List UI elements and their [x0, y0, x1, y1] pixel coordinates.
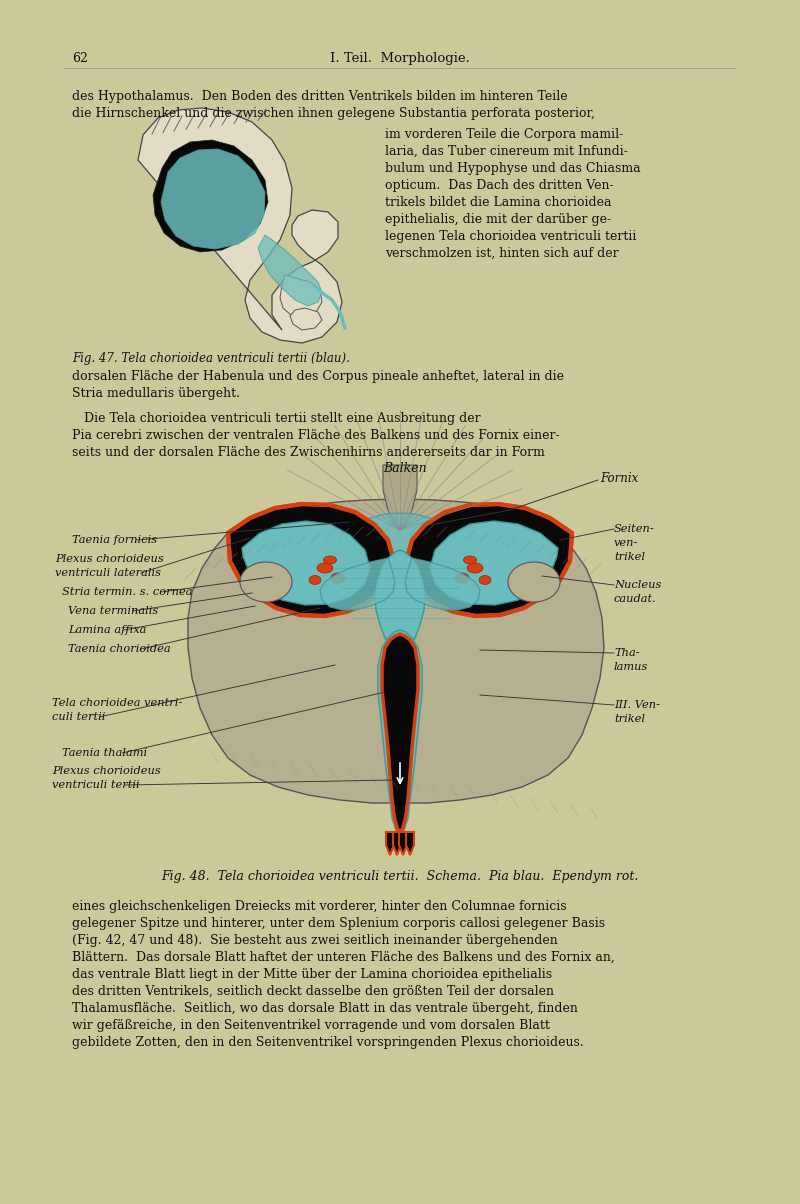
Text: Blättern.  Das dorsale Blatt haftet der unteren Fläche des Balkens und des Forni: Blättern. Das dorsale Blatt haftet der u…: [72, 951, 614, 964]
Ellipse shape: [545, 590, 547, 592]
Polygon shape: [378, 630, 422, 834]
Polygon shape: [138, 108, 342, 343]
Ellipse shape: [309, 576, 321, 584]
Text: dorsalen Fläche der Habenula und des Corpus pineale anheftet, lateral in die: dorsalen Fläche der Habenula und des Cor…: [72, 370, 564, 383]
Ellipse shape: [323, 556, 337, 563]
Text: Nucleus: Nucleus: [614, 580, 662, 590]
Text: trikels bildet die Lamina chorioidea: trikels bildet die Lamina chorioidea: [385, 196, 611, 209]
Text: I. Teil.  Morphologie.: I. Teil. Morphologie.: [330, 52, 470, 65]
Polygon shape: [228, 504, 393, 616]
Text: Balken: Balken: [383, 462, 427, 476]
Ellipse shape: [253, 590, 255, 592]
Text: Lamina affixa: Lamina affixa: [68, 625, 146, 635]
Text: Tela chorioidea ventri-: Tela chorioidea ventri-: [52, 698, 182, 708]
Text: trikel: trikel: [614, 551, 645, 562]
Polygon shape: [382, 635, 418, 832]
Text: Tha-: Tha-: [614, 648, 640, 659]
Polygon shape: [242, 521, 370, 604]
Text: eines gleichschenkeligen Dreiecks mit vorderer, hinter den Columnae fornicis: eines gleichschenkeligen Dreiecks mit vo…: [72, 901, 566, 913]
Ellipse shape: [240, 562, 292, 602]
Polygon shape: [399, 832, 407, 855]
Text: das ventrale Blatt liegt in der Mitte über der Lamina chorioidea epithelialis: das ventrale Blatt liegt in der Mitte üb…: [72, 968, 552, 981]
Text: Stria termin. s. cornea: Stria termin. s. cornea: [62, 588, 193, 597]
Text: ventriculi tertii: ventriculi tertii: [52, 780, 140, 790]
Text: im vorderen Teile die Corpora mamil-: im vorderen Teile die Corpora mamil-: [385, 128, 623, 141]
Text: Die Tela chorioidea ventriculi tertii stellt eine Ausbreitung der: Die Tela chorioidea ventriculi tertii st…: [72, 412, 481, 425]
Text: Stria medullaris übergeht.: Stria medullaris übergeht.: [72, 386, 240, 400]
Text: des dritten Ventrikels, seitlich deckt dasselbe den größten Teil der dorsalen: des dritten Ventrikels, seitlich deckt d…: [72, 985, 554, 998]
Text: wir gefäßreiche, in den Seitenventrikel vorragende und vom dorsalen Blatt: wir gefäßreiche, in den Seitenventrikel …: [72, 1019, 550, 1032]
Ellipse shape: [331, 573, 345, 583]
Text: Plexus chorioideus: Plexus chorioideus: [55, 554, 164, 563]
Polygon shape: [406, 832, 414, 855]
Text: trikel: trikel: [614, 714, 645, 724]
Text: die Hirnschenkel und die zwischen ihnen gelegene Substantia perforata posterior,: die Hirnschenkel und die zwischen ihnen …: [72, 107, 595, 120]
Polygon shape: [375, 550, 425, 655]
Text: Fig. 47. Tela chorioidea ventriculi tertii (blau).: Fig. 47. Tela chorioidea ventriculi tert…: [72, 352, 350, 365]
Text: III. Ven-: III. Ven-: [614, 700, 660, 710]
Text: Thalamusfläche.  Seitlich, wo das dorsale Blatt in das ventrale übergeht, finden: Thalamusfläche. Seitlich, wo das dorsale…: [72, 1002, 578, 1015]
Polygon shape: [383, 465, 417, 530]
Text: des Hypothalamus.  Den Boden des dritten Ventrikels bilden im hinteren Teile: des Hypothalamus. Den Boden des dritten …: [72, 90, 568, 104]
Text: Taenia chorioidea: Taenia chorioidea: [68, 644, 170, 654]
Polygon shape: [430, 521, 558, 604]
Text: seits und der dorsalen Fläche des Zwischenhirns andererseits dar in Form: seits und der dorsalen Fläche des Zwisch…: [72, 445, 545, 459]
Ellipse shape: [463, 556, 477, 563]
Ellipse shape: [317, 563, 333, 573]
Text: lamus: lamus: [614, 662, 648, 672]
Text: ven-: ven-: [614, 538, 638, 548]
Text: opticum.  Das Dach des dritten Ven-: opticum. Das Dach des dritten Ven-: [385, 179, 614, 191]
Text: Vena terminalis: Vena terminalis: [68, 606, 158, 616]
Polygon shape: [405, 557, 480, 610]
Polygon shape: [386, 832, 394, 855]
Text: Taenia thalami: Taenia thalami: [62, 748, 147, 759]
Text: 62: 62: [72, 52, 88, 65]
Polygon shape: [280, 275, 322, 318]
Polygon shape: [188, 498, 604, 803]
Text: caudat.: caudat.: [614, 594, 657, 604]
Polygon shape: [153, 140, 268, 252]
Text: Plexus chorioideus: Plexus chorioideus: [52, 766, 161, 777]
Polygon shape: [161, 149, 265, 249]
Text: Taenia fornicis: Taenia fornicis: [72, 535, 157, 545]
Polygon shape: [382, 635, 418, 832]
Text: gelegener Spitze und hinterer, unter dem Splenium corporis callosi gelegener Bas: gelegener Spitze und hinterer, unter dem…: [72, 917, 605, 929]
Text: Fornix: Fornix: [600, 472, 638, 485]
Text: Seiten-: Seiten-: [614, 524, 654, 535]
Text: laria, das Tuber cinereum mit Infundi-: laria, das Tuber cinereum mit Infundi-: [385, 144, 628, 158]
Polygon shape: [407, 504, 572, 616]
Polygon shape: [355, 513, 445, 557]
Text: epithelialis, die mit der darüber ge-: epithelialis, die mit der darüber ge-: [385, 213, 611, 226]
Polygon shape: [320, 557, 395, 610]
Ellipse shape: [479, 576, 491, 584]
Text: verschmolzen ist, hinten sich auf der: verschmolzen ist, hinten sich auf der: [385, 247, 618, 260]
Text: Fig. 48.  Tela chorioidea ventriculi tertii.  Schema.  Pia blau.  Ependym rot.: Fig. 48. Tela chorioidea ventriculi tert…: [162, 870, 638, 883]
Text: culi tertii: culi tertii: [52, 712, 106, 722]
Text: ventriculi lateralis: ventriculi lateralis: [55, 568, 161, 578]
Polygon shape: [393, 832, 401, 855]
Text: gebildete Zotten, den in den Seitenventrikel vorspringenden Plexus chorioideus.: gebildete Zotten, den in den Seitenventr…: [72, 1035, 584, 1049]
Polygon shape: [290, 308, 322, 330]
Text: bulum und Hypophyse und das Chiasma: bulum und Hypophyse und das Chiasma: [385, 163, 641, 175]
Text: Pia cerebri zwischen der ventralen Fläche des Balkens und des Fornix einer-: Pia cerebri zwischen der ventralen Fläch…: [72, 429, 560, 442]
Ellipse shape: [455, 573, 469, 583]
Text: legenen Tela chorioidea ventriculi tertii: legenen Tela chorioidea ventriculi terti…: [385, 230, 636, 243]
Ellipse shape: [508, 562, 560, 602]
Text: (Fig. 42, 47 und 48).  Sie besteht aus zwei seitlich ineinander übergehenden: (Fig. 42, 47 und 48). Sie besteht aus zw…: [72, 934, 558, 948]
Ellipse shape: [467, 563, 483, 573]
Polygon shape: [258, 235, 322, 306]
